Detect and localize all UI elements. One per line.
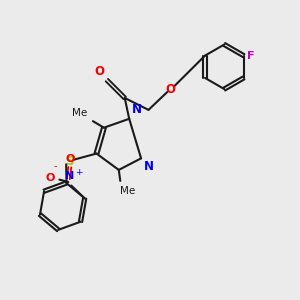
Text: Me: Me: [120, 186, 136, 196]
Text: -: -: [53, 161, 57, 171]
Text: O: O: [65, 154, 74, 164]
Text: O: O: [166, 82, 176, 96]
Text: F: F: [248, 51, 255, 61]
Text: O: O: [94, 65, 104, 78]
Text: Me: Me: [72, 108, 88, 118]
Text: N: N: [144, 160, 154, 173]
Text: N: N: [65, 170, 74, 181]
Text: S: S: [65, 155, 74, 168]
Text: +: +: [75, 168, 82, 177]
Text: O: O: [46, 173, 55, 183]
Text: N: N: [132, 103, 142, 116]
